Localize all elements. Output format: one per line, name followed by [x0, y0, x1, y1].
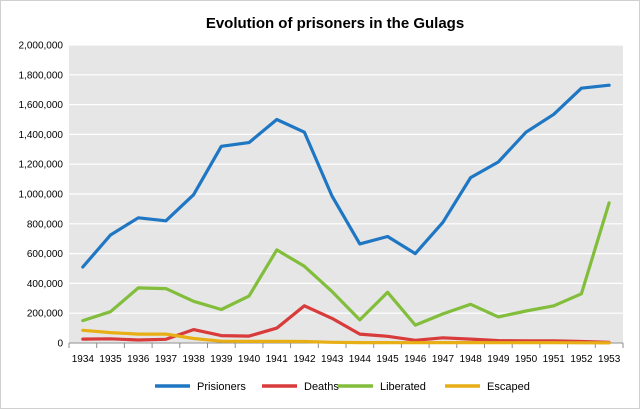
x-tick-label: 1942: [293, 354, 316, 365]
x-tick-label: 1940: [238, 354, 261, 365]
x-tick-label: 1944: [349, 354, 372, 365]
legend-label-prisioners: Prisioners: [197, 381, 246, 393]
y-axis: 0 200,000 400,000 600,000 800,000 1,000,000 1,…: [19, 41, 64, 350]
x-tick-label: 1947: [432, 354, 455, 365]
x-tick-label: 1937: [155, 354, 178, 365]
x-tick-label: 1948: [460, 354, 483, 365]
x-tick-label: 1934: [72, 354, 95, 365]
x-tick-label: 1939: [210, 354, 233, 365]
x-tick-label: 1951: [543, 354, 566, 365]
y-tick-label: 400,000: [27, 279, 64, 290]
y-tick-label: 200,000: [27, 309, 64, 320]
x-tick-label: 1953: [598, 354, 621, 365]
x-tick-label: 1946: [404, 354, 427, 365]
legend: Prisioners Deaths Liberated Escaped: [155, 381, 530, 393]
legend-label-escaped: Escaped: [487, 381, 530, 393]
y-tick-label: 600,000: [27, 249, 64, 260]
series-line-deaths: [81, 304, 611, 344]
x-tick-label: 1936: [127, 354, 150, 365]
x-tick-label: 1952: [570, 354, 593, 365]
x-tick-label: 1945: [376, 354, 399, 365]
x-axis: 1934 1935 1936 1937 1938 1939 1940 1941 1942 1943…: [68, 342, 624, 365]
y-tick-label: 0: [57, 339, 63, 350]
legend-label-liberated: Liberated: [380, 381, 426, 393]
y-tick-label: 1,600,000: [19, 100, 64, 111]
legend-label-deaths: Deaths: [304, 381, 339, 393]
x-tick-label: 1938: [183, 354, 206, 365]
series-line-escaped: [81, 328, 611, 345]
gridlines: [69, 44, 623, 344]
y-tick-label: 800,000: [27, 219, 64, 230]
y-tick-label: 2,000,000: [19, 41, 64, 52]
x-tick-label: 1935: [99, 354, 122, 365]
y-tick-label: 1,400,000: [19, 130, 64, 141]
x-tick-label: 1943: [321, 354, 344, 365]
y-tick-label: 1,200,000: [19, 160, 64, 171]
x-tick-label: 1941: [266, 354, 289, 365]
series-line-liberated: [81, 201, 611, 327]
x-tick-label: 1949: [487, 354, 510, 365]
y-tick-label: 1,000,000: [19, 190, 64, 201]
chart-title: Evolution of prisoners in the Gulags: [206, 15, 464, 32]
series-lines: [81, 83, 611, 345]
y-tick-label: 1,800,000: [19, 70, 64, 81]
x-tick-label: 1950: [515, 354, 538, 365]
series-line-prisioners: [81, 83, 611, 269]
